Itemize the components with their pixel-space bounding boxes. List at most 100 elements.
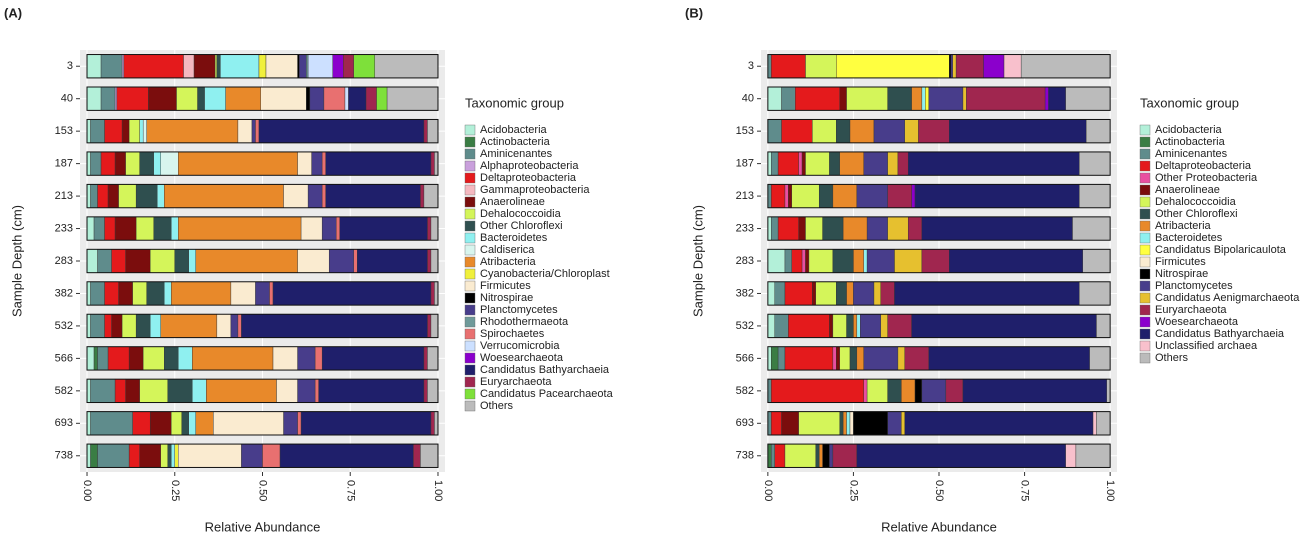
bar-segment: [863, 378, 868, 403]
bar-segment: [866, 249, 895, 273]
bar-segment: [1044, 86, 1049, 111]
legend-swatch: [464, 148, 476, 160]
legend-label: Firmicutes: [480, 280, 531, 292]
legend-label: Other Chloroflexi: [1155, 208, 1238, 220]
legend-label: Verrucomicrobia: [480, 340, 560, 352]
bar-segment: [348, 86, 367, 111]
legend-swatch: [464, 352, 476, 364]
legend-swatch: [1139, 256, 1151, 268]
bar-outline: [86, 151, 439, 176]
legend-label: Alphaproteobacteria: [480, 160, 579, 172]
bar-segment: [1106, 378, 1111, 403]
bar-segment: [846, 86, 888, 111]
bar-segment: [160, 443, 168, 468]
bar-segment: [128, 443, 140, 468]
bar-segment: [955, 54, 984, 79]
bar-segment: [100, 86, 116, 111]
bar-segment: [297, 54, 300, 79]
bar-segment: [164, 281, 172, 306]
bar-segment: [911, 86, 923, 111]
y-tick-label: 233: [55, 222, 73, 234]
bar-segment: [297, 378, 316, 403]
legend-swatch: [464, 172, 476, 184]
bar-segment: [183, 54, 195, 79]
legend-label: Nitrospirae: [1155, 268, 1208, 280]
bar-segment: [767, 281, 775, 306]
bar-segment: [795, 86, 840, 111]
x-tick-label: 0.00: [762, 480, 774, 501]
bar-segment: [904, 411, 1094, 436]
bar-segment: [97, 184, 109, 208]
bar-segment: [230, 314, 239, 338]
bar-segment: [125, 378, 140, 403]
bar-segment: [86, 86, 102, 111]
legend-swatch: [1139, 244, 1151, 256]
bar-outline: [86, 313, 439, 339]
bar-segment: [887, 411, 902, 436]
bar-outline: [86, 248, 439, 274]
legend-label: Other Proteobacteria: [1155, 172, 1258, 184]
bar-segment: [812, 281, 816, 306]
bar-segment: [181, 411, 189, 436]
legend-swatch: [464, 328, 476, 340]
bar-segment: [297, 249, 330, 273]
bar-segment: [771, 443, 775, 468]
y-tick-label: 693: [736, 417, 754, 429]
y-tick-label: 233: [736, 222, 754, 234]
x-tick-label: 0.00: [81, 480, 93, 501]
bar-segment: [887, 378, 902, 403]
bar-segment: [856, 346, 864, 371]
bar-segment: [798, 411, 840, 436]
bar-segment: [135, 314, 151, 338]
bar-segment: [171, 281, 232, 306]
bar-segment: [174, 249, 189, 273]
bar-segment: [153, 216, 172, 241]
bar-segment: [788, 184, 793, 208]
bar-segment: [784, 346, 834, 371]
bar-segment: [774, 443, 786, 468]
bar-segment: [966, 86, 1046, 111]
bar-outline: [767, 346, 1111, 371]
bar-segment: [420, 443, 439, 468]
legend-label: Gammaproteobacteria: [480, 184, 590, 196]
bar-segment: [272, 346, 298, 371]
bar-segment: [842, 411, 847, 436]
legend-swatch: [464, 244, 476, 256]
bar-segment: [325, 151, 432, 176]
bar-outline: [86, 443, 439, 468]
bar-segment: [420, 184, 425, 208]
bar-outline: [767, 248, 1111, 274]
legend-label: Candidatus Bipolaricaulota: [1155, 244, 1287, 256]
legend-swatch: [464, 364, 476, 376]
bar-segment: [97, 443, 130, 468]
bar-segment: [325, 184, 421, 208]
bar-segment: [114, 151, 126, 176]
bar-outline: [767, 443, 1111, 468]
bar-segment: [297, 151, 312, 176]
bar-segment: [839, 411, 844, 436]
bar-segment: [866, 216, 888, 241]
bar-segment: [135, 184, 158, 208]
bar-segment: [949, 119, 1087, 144]
bar-segment: [822, 216, 844, 241]
legend-swatch: [464, 280, 476, 292]
bar-segment: [86, 314, 91, 338]
bar-segment: [314, 378, 319, 403]
bar-segment: [928, 346, 1090, 371]
bar-segment: [777, 216, 799, 241]
bar-segment: [1020, 54, 1111, 79]
legend-label: Other Chloroflexi: [480, 220, 563, 232]
bar-segment: [1092, 411, 1097, 436]
bar-segment: [784, 281, 813, 306]
panel-label: (A): [4, 5, 22, 20]
bar-segment: [86, 346, 95, 371]
y-tick-label: 3: [748, 60, 754, 72]
bar-segment: [283, 184, 309, 208]
legend-swatch: [464, 340, 476, 352]
legend-swatch: [1139, 136, 1151, 148]
bar-segment: [357, 249, 428, 273]
bar-segment: [178, 443, 242, 468]
bar-segment: [767, 54, 772, 79]
x-axis-title: Relative Abundance: [881, 519, 997, 534]
bar-segment: [321, 346, 425, 371]
